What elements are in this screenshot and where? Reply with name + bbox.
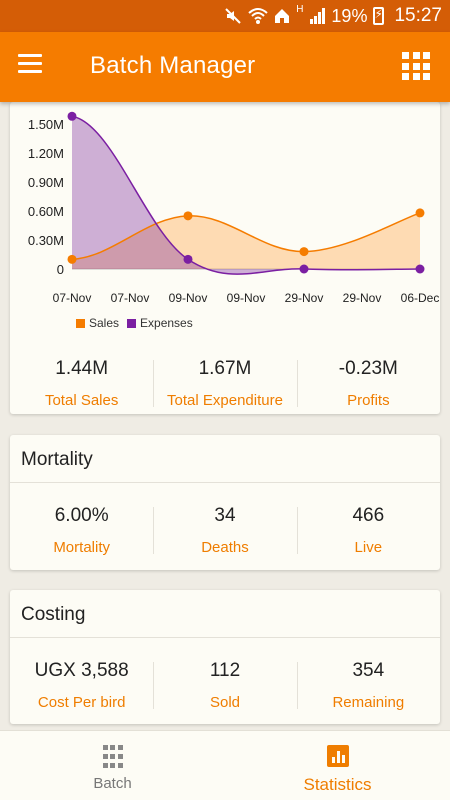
cost-per-bird-value: UGX 3,588: [34, 660, 129, 681]
legend-label-sales: Sales: [89, 316, 120, 330]
tab-statistics-label: Statistics: [303, 775, 372, 794]
data-point-sales: [415, 208, 425, 218]
live-label: Live: [354, 539, 383, 556]
tab-batch[interactable]: Batch: [0, 731, 225, 800]
mortality-card: Mortality 6.00% Mortality 34 Deaths 466 …: [10, 435, 440, 570]
live-value: 466: [352, 505, 385, 526]
summary-total-expenditure: 1.67M Total Expenditure: [153, 358, 296, 409]
mortality-row: 6.00% Mortality 34 Deaths 466 Live: [10, 505, 440, 556]
total-expenditure-value: 1.67M: [198, 358, 252, 379]
x-tick-label: 07-Nov: [111, 291, 150, 305]
deaths-label: Deaths: [201, 539, 249, 556]
x-tick-label: 29-Nov: [343, 291, 382, 305]
data-point-expenses: [183, 254, 193, 264]
app-title: Batch Manager: [90, 52, 256, 79]
total-expenditure-label: Total Expenditure: [167, 392, 283, 409]
y-tick-label: 1.20M: [28, 146, 64, 161]
mortality-rate: 6.00% Mortality: [10, 505, 153, 556]
legend-swatch-expenses: [127, 318, 137, 328]
series-line-expenses: [71, 115, 421, 275]
home-icon: [274, 7, 290, 25]
y-tick-label: 0.90M: [28, 175, 64, 190]
grid-icon: [102, 745, 123, 769]
legend-label-expenses: Expenses: [140, 316, 193, 330]
grid-apps-icon[interactable]: [402, 52, 430, 80]
costing-remaining: 354 Remaining: [296, 660, 440, 711]
tab-batch-label: Batch: [93, 775, 132, 792]
wifi-icon: [248, 7, 268, 25]
summary-profits: -0.23M Profits: [296, 358, 440, 409]
x-tick-label: 06-Dec: [401, 291, 440, 305]
deaths-value: 34: [214, 505, 236, 526]
signal-h-icon: H: [296, 4, 304, 15]
sales-expenses-chart: 1.50M 1.20M 0.90M 0.60M 0.30M 0 07-Nov 07-Nov 09…: [28, 111, 440, 305]
x-tick-label: 09-Nov: [169, 291, 208, 305]
costing-cost-per-bird: UGX 3,588 Cost Per bird: [10, 660, 153, 711]
costing-row: UGX 3,588 Cost Per bird 112 Sold 354 Rem…: [10, 660, 440, 711]
mortality-title: Mortality: [10, 435, 440, 483]
series-line-sales: [71, 212, 421, 261]
status-icons: H 19% 15:27: [224, 4, 442, 28]
y-tick-label: 0.60M: [28, 204, 64, 219]
remaining-value: 354: [352, 660, 385, 681]
x-tick-label: 07-Nov: [53, 291, 92, 305]
data-point-sales: [183, 211, 193, 221]
total-sales-value: 1.44M: [55, 358, 109, 379]
summary-row: 1.44M Total Sales 1.67M Total Expenditur…: [10, 358, 440, 409]
data-point-sales: [299, 247, 309, 257]
sold-value: 112: [209, 660, 241, 681]
legend-item-sales: Sales: [76, 316, 119, 330]
mortality-rate-value: 6.00%: [54, 505, 109, 526]
battery-percent: 19%: [331, 5, 368, 26]
battery-charging-icon: [373, 7, 385, 25]
bottom-navigation: Batch Statistics: [0, 730, 450, 800]
y-tick-label: 0.30M: [28, 233, 64, 248]
mute-icon: [224, 7, 242, 25]
mortality-rate-label: Mortality: [53, 539, 110, 556]
total-sales-label: Total Sales: [44, 392, 119, 409]
costing-card: Costing UGX 3,588 Cost Per bird 112 Sold…: [10, 590, 440, 724]
data-point-expenses: [415, 264, 425, 274]
bar-chart-icon: [326, 745, 349, 767]
data-point-sales: [67, 254, 77, 264]
chart-legend: Sales Expenses: [76, 316, 193, 330]
summary-total-sales: 1.44M Total Sales: [10, 358, 153, 409]
data-point-expenses: [299, 264, 309, 274]
mortality-deaths: 34 Deaths: [153, 505, 296, 556]
series-area-expenses: [72, 116, 420, 275]
x-tick-label: 09-Nov: [227, 291, 266, 305]
status-bar: H 19% 15:27: [0, 0, 450, 32]
y-tick-label: 0: [57, 262, 64, 277]
cost-per-bird-label: Cost Per bird: [37, 694, 126, 711]
x-tick-label: 29-Nov: [285, 291, 324, 305]
y-tick-label: 1.50M: [28, 117, 64, 132]
profits-value: -0.23M: [338, 358, 398, 379]
signal-icon: [309, 7, 326, 25]
costing-title: Costing: [10, 590, 440, 638]
tab-statistics[interactable]: Statistics: [225, 731, 450, 800]
legend-swatch-sales: [76, 318, 85, 328]
sold-label: Sold: [209, 694, 240, 711]
data-point-expenses: [67, 111, 77, 121]
profits-label: Profits: [347, 392, 390, 409]
sales-expenses-card: 1.50M 1.20M 0.90M 0.60M 0.30M 0 07-Nov 07-Nov 09…: [10, 102, 440, 414]
costing-sold: 112 Sold: [153, 660, 296, 711]
hamburger-menu-icon[interactable]: [18, 54, 42, 74]
remaining-label: Remaining: [332, 694, 405, 711]
app-bar: Batch Manager: [0, 32, 450, 102]
mortality-live: 466 Live: [296, 505, 440, 556]
legend-item-expenses: Expenses: [127, 316, 193, 330]
clock: 15:27: [394, 5, 442, 26]
